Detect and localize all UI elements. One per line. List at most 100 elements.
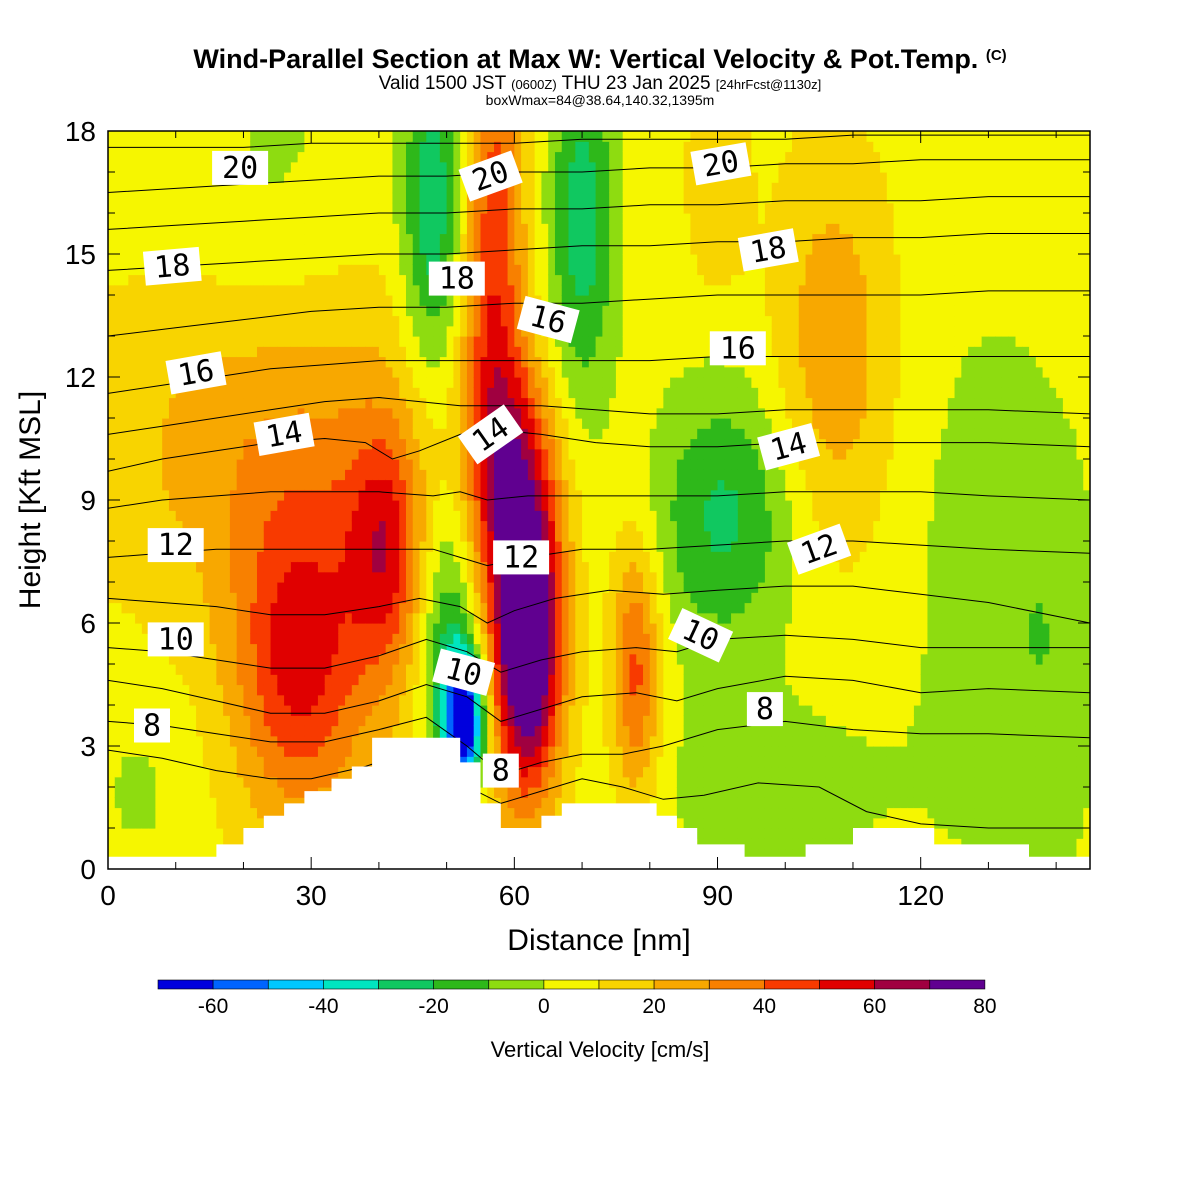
w-cell xyxy=(290,202,299,214)
w-cell xyxy=(541,131,549,142)
w-cell xyxy=(256,243,265,255)
w-cell xyxy=(189,571,197,583)
w-cell xyxy=(256,643,265,655)
w-cell xyxy=(317,448,326,460)
w-cell xyxy=(548,684,556,696)
w-cell xyxy=(561,377,570,388)
w-cell xyxy=(162,233,170,245)
w-cell xyxy=(128,725,136,737)
w-cell xyxy=(365,223,373,235)
w-cell xyxy=(182,305,190,317)
w-cell xyxy=(128,848,136,860)
w-cell xyxy=(297,284,305,296)
w-cell xyxy=(385,582,394,593)
w-cell xyxy=(345,541,353,552)
w-cell xyxy=(473,500,482,511)
w-cell xyxy=(412,500,421,511)
w-cell xyxy=(433,469,441,481)
w-cell xyxy=(372,653,380,665)
w-cell xyxy=(480,582,488,593)
w-cell xyxy=(148,489,156,501)
w-cell xyxy=(108,397,116,409)
w-cell xyxy=(338,592,346,604)
w-cell xyxy=(135,254,143,265)
w-cell xyxy=(270,674,278,686)
w-cell xyxy=(561,489,570,501)
w-cell xyxy=(460,223,468,235)
w-cell xyxy=(196,510,204,522)
w-cell xyxy=(473,233,482,245)
w-cell xyxy=(162,397,170,409)
w-cell xyxy=(345,172,353,183)
w-cell xyxy=(534,530,543,542)
w-cell xyxy=(284,746,292,757)
w-cell xyxy=(121,202,129,214)
w-cell xyxy=(250,756,258,768)
w-cell xyxy=(338,551,346,563)
w-cell xyxy=(175,571,184,583)
w-cell xyxy=(256,264,265,276)
w-cell xyxy=(453,561,461,573)
w-cell xyxy=(372,356,380,368)
w-cell xyxy=(392,377,400,388)
w-cell xyxy=(250,223,258,235)
w-cell xyxy=(439,192,448,204)
w-cell xyxy=(196,213,204,224)
w-cell xyxy=(277,623,285,634)
w-cell xyxy=(236,356,245,368)
w-cell xyxy=(236,479,245,491)
w-cell xyxy=(223,705,231,716)
w-cell xyxy=(439,172,448,183)
w-cell xyxy=(284,459,292,470)
w-cell xyxy=(135,397,143,409)
w-cell xyxy=(392,336,400,347)
w-cell xyxy=(277,653,285,665)
w-cell xyxy=(162,448,170,460)
w-cell xyxy=(168,694,177,706)
w-cell xyxy=(168,284,177,296)
w-cell xyxy=(121,756,129,768)
w-cell xyxy=(426,582,434,593)
w-cell xyxy=(568,602,576,614)
w-cell xyxy=(209,407,217,419)
w-cell xyxy=(196,131,204,142)
w-cell xyxy=(446,623,454,634)
w-cell xyxy=(331,305,339,317)
w-cell xyxy=(108,305,116,317)
w-cell xyxy=(372,397,380,409)
w-cell xyxy=(311,684,319,696)
w-cell xyxy=(236,705,245,716)
w-cell xyxy=(311,202,319,214)
w-cell xyxy=(358,336,366,347)
w-cell xyxy=(351,725,360,737)
w-cell xyxy=(358,592,366,604)
w-cell xyxy=(446,356,454,368)
w-cell xyxy=(548,141,556,153)
w-cell xyxy=(561,264,570,276)
w-cell xyxy=(256,325,265,337)
w-cell xyxy=(114,725,123,737)
w-cell xyxy=(162,459,170,470)
w-cell xyxy=(128,151,136,163)
w-cell xyxy=(304,643,312,655)
w-cell xyxy=(548,202,556,214)
w-cell xyxy=(473,202,482,214)
w-cell xyxy=(331,489,339,501)
w-cell xyxy=(473,131,482,142)
w-cell xyxy=(243,571,251,583)
w-cell xyxy=(345,633,353,645)
w-cell xyxy=(527,735,536,747)
w-cell xyxy=(487,336,495,347)
w-cell xyxy=(223,141,231,153)
w-cell xyxy=(439,243,448,255)
w-cell xyxy=(202,735,211,747)
w-cell xyxy=(202,407,211,419)
w-cell xyxy=(311,366,319,378)
w-cell xyxy=(108,653,116,665)
w-cell xyxy=(250,243,258,255)
w-cell xyxy=(229,295,238,306)
w-cell xyxy=(426,366,434,378)
w-cell xyxy=(108,582,116,593)
w-cell xyxy=(229,735,238,747)
w-cell xyxy=(541,725,549,737)
